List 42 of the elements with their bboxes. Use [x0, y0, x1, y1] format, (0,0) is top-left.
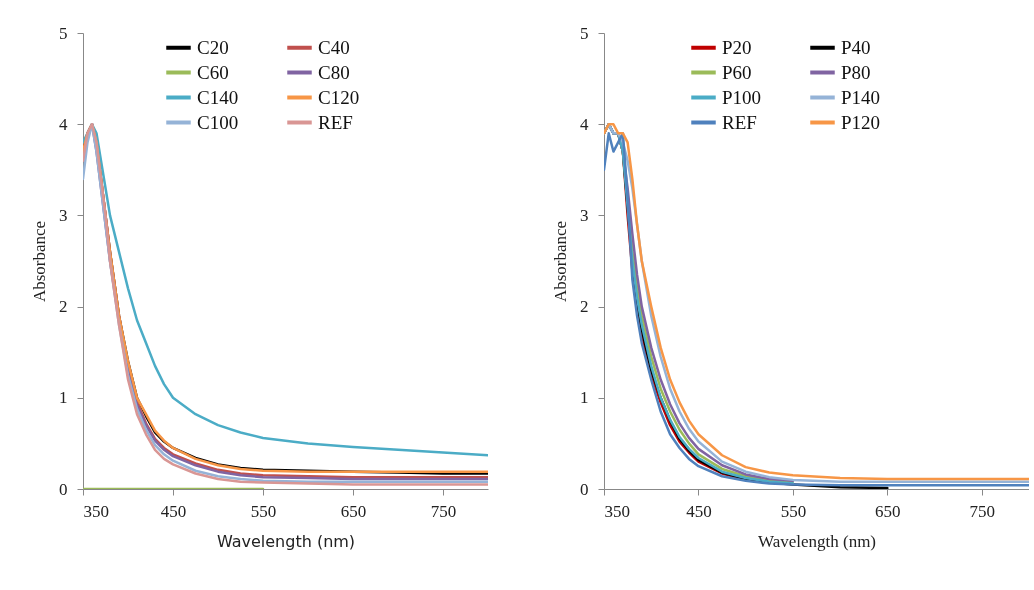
- x-tick-label: 450: [160, 501, 187, 521]
- y-tick-label: 5: [580, 23, 589, 43]
- y-tick-label: 0: [59, 479, 68, 499]
- y-axis-title: Absorbance: [551, 220, 570, 303]
- x-tick-label: 650: [340, 501, 367, 521]
- x-tick-label: 550: [250, 501, 277, 521]
- legend-label: P80: [841, 61, 871, 83]
- legend-label: C100: [197, 111, 239, 133]
- legend-label: P120: [841, 111, 881, 133]
- legend-label: P60: [722, 61, 752, 83]
- legend-label: C140: [197, 86, 239, 108]
- legend-label: P100: [722, 86, 762, 108]
- legend-label: REF: [318, 111, 353, 133]
- y-tick-label: 4: [59, 114, 68, 134]
- x-tick-label: 450: [686, 501, 712, 521]
- x-tick-label: 650: [875, 501, 901, 521]
- y-axis-title: Absorbance: [30, 220, 49, 303]
- y-tick-label: 5: [59, 23, 68, 43]
- y-tick-label: 4: [580, 114, 589, 134]
- x-axis-title: Wavelength (nm): [757, 531, 877, 551]
- y-tick-label: 2: [580, 297, 589, 317]
- legend-label: C80: [318, 61, 350, 83]
- x-tick-label: 550: [780, 501, 807, 521]
- legend-label: C60: [197, 61, 229, 83]
- x-tick-label: 750: [969, 501, 996, 521]
- legend-label: P40: [841, 36, 871, 58]
- y-tick-label: 0: [580, 479, 589, 499]
- y-tick-label: 3: [580, 205, 589, 225]
- legend-label: P20: [722, 36, 752, 58]
- y-tick-label: 2: [59, 297, 68, 317]
- x-tick-label: 750: [430, 501, 457, 521]
- y-tick-label: 1: [580, 388, 589, 408]
- y-tick-label: 1: [59, 388, 68, 408]
- legend-label: REF: [722, 111, 757, 133]
- x-axis-title: Wavelength (nm): [216, 531, 356, 551]
- legend-label: C40: [318, 36, 350, 58]
- legend-label: C120: [318, 86, 360, 108]
- legend-label: P140: [841, 86, 881, 108]
- legend-label: C20: [197, 36, 229, 58]
- x-tick-label: 350: [604, 501, 630, 521]
- x-tick-label: 350: [83, 501, 109, 521]
- y-tick-label: 3: [59, 205, 68, 225]
